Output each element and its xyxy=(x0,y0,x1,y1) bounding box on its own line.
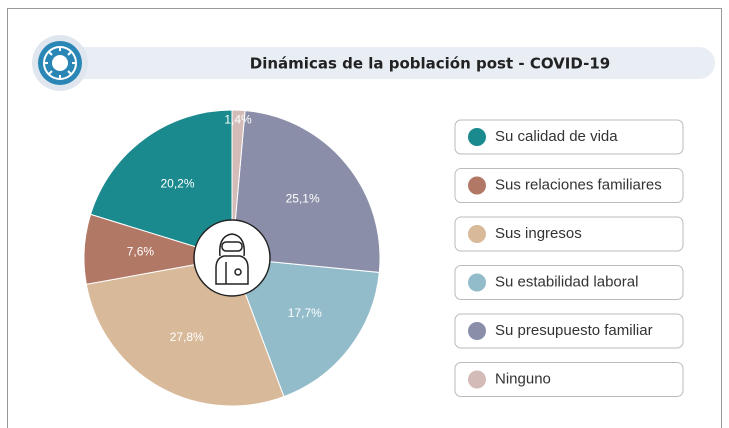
legend-label: Ninguno xyxy=(495,370,551,387)
legend-label: Su estabilidad laboral xyxy=(495,273,638,290)
title-bar xyxy=(40,47,715,79)
legend-swatch xyxy=(468,176,486,195)
legend-label: Su calidad de vida xyxy=(495,128,618,145)
data-label: 7,6% xyxy=(127,245,155,259)
legend-label: Sus ingresos xyxy=(495,225,582,242)
pie-slice xyxy=(231,257,380,398)
data-label: 27,8% xyxy=(170,330,204,344)
center-icon xyxy=(193,219,271,297)
legend-swatch xyxy=(468,128,486,146)
legend-box xyxy=(454,216,684,252)
legend-swatch xyxy=(468,322,486,340)
data-label: 25,1% xyxy=(286,192,320,206)
legend-label: Sus relaciones familiares xyxy=(495,176,662,193)
data-label: 17,7% xyxy=(288,306,322,320)
data-label: 1,4% xyxy=(224,113,252,127)
legend-box xyxy=(454,313,684,349)
pie-slice xyxy=(89,109,233,259)
legend-box xyxy=(454,362,684,397)
legend-box xyxy=(454,119,684,155)
legend-swatch xyxy=(468,273,486,292)
virus-icon xyxy=(32,35,88,91)
legend-swatch xyxy=(468,370,486,389)
legend-label: Su presupuesto familiar xyxy=(495,322,653,339)
legend-box xyxy=(454,168,684,203)
data-label: 20,2% xyxy=(160,176,194,190)
legend-box xyxy=(454,265,684,300)
pie-slice xyxy=(231,110,381,273)
chart-title: Dinámicas de la población post - COVID-1… xyxy=(250,55,610,73)
legend-swatch xyxy=(468,225,486,243)
